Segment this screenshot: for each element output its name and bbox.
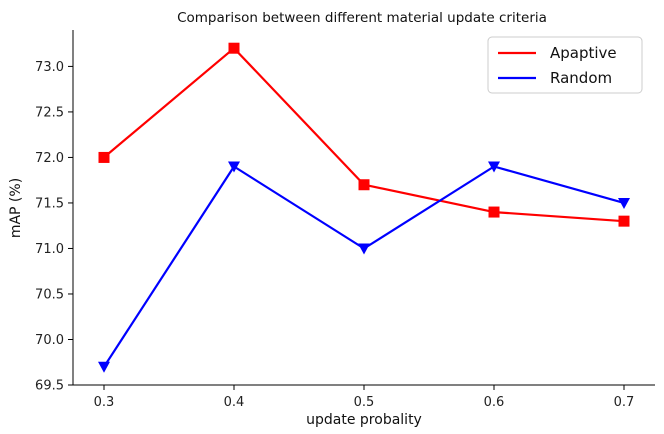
legend-label-random: Random: [550, 69, 612, 87]
data-point-random: [228, 161, 240, 173]
x-tick-label: 0.5: [354, 395, 375, 410]
y-tick-label: 72.0: [35, 151, 64, 166]
y-tick-label: 70.5: [35, 287, 64, 302]
y-ticks: 69.5 70.0 70.5 71.0 71.5 72.0 72.5 73.0: [35, 60, 73, 394]
x-axis-title: update probality: [306, 412, 422, 428]
data-point-apaptive: [98, 151, 110, 163]
x-tick-label: 0.6: [484, 395, 505, 410]
chart-title: Comparison between different material up…: [177, 10, 547, 26]
legend: Apaptive Random: [487, 36, 643, 94]
series-layer: [98, 42, 630, 373]
data-point-random: [98, 361, 110, 373]
data-point-apaptive: [358, 179, 370, 191]
series-line-random: [103, 165, 625, 368]
x-tick-label: 0.4: [224, 395, 245, 410]
data-point-random: [618, 197, 630, 209]
data-point-random: [358, 243, 370, 255]
series-random: [98, 161, 630, 373]
data-point-random: [488, 161, 500, 173]
legend-label-apaptive: Apaptive: [550, 44, 617, 62]
y-tick-label: 72.5: [35, 105, 64, 120]
x-ticks: 0.3 0.4 0.5 0.6 0.7: [94, 385, 635, 410]
y-tick-label: 73.0: [35, 60, 64, 75]
data-point-apaptive: [488, 206, 500, 218]
y-tick-label: 70.0: [35, 333, 64, 348]
series-apaptive: [98, 42, 630, 227]
y-tick-label: 71.0: [35, 242, 64, 257]
y-tick-label: 69.5: [35, 379, 64, 394]
x-tick-label: 0.7: [614, 395, 635, 410]
data-point-apaptive: [228, 42, 240, 54]
data-point-apaptive: [618, 215, 630, 227]
y-axis-title: mAP (%): [8, 178, 24, 238]
y-tick-label: 71.5: [35, 196, 64, 211]
x-tick-label: 0.3: [94, 395, 115, 410]
